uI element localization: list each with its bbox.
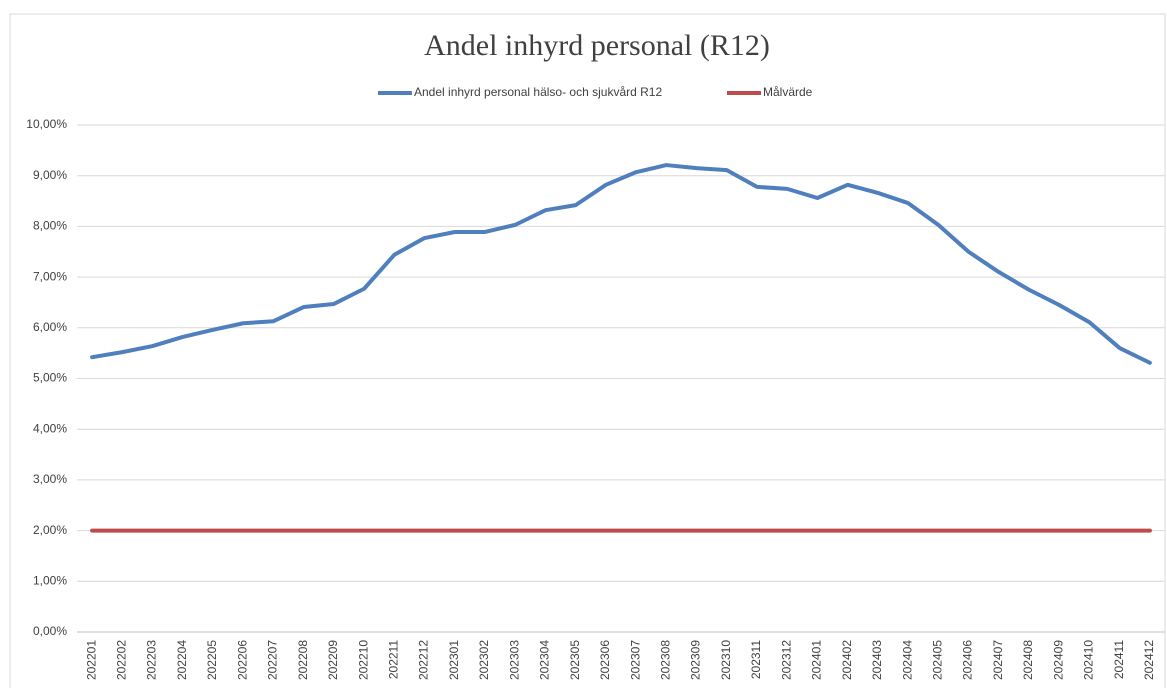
- x-tick-label: 202310: [719, 640, 733, 680]
- y-tick-label: 1,00%: [33, 573, 67, 587]
- x-tick-label: 202203: [145, 640, 159, 680]
- y-tick-label: 0,00%: [33, 624, 67, 638]
- y-tick-label: 4,00%: [33, 421, 67, 435]
- legend-label: Målvärde: [763, 85, 813, 99]
- x-tick-label: 202410: [1082, 640, 1096, 680]
- x-tick-label: 202303: [507, 640, 521, 680]
- x-tick-label: 202210: [356, 640, 370, 680]
- x-tick-label: 202406: [961, 640, 975, 680]
- x-tick-label: 202212: [417, 640, 431, 680]
- x-tick-label: 202211: [387, 640, 401, 679]
- chart-title: Andel inhyrd personal (R12): [424, 29, 770, 62]
- x-tick-label: 202312: [779, 640, 793, 680]
- y-tick-label: 5,00%: [33, 371, 67, 385]
- x-tick-label: 202311: [749, 640, 763, 679]
- y-tick-label: 6,00%: [33, 320, 67, 334]
- x-tick-label: 202302: [477, 640, 491, 680]
- x-tick-label: 202209: [326, 640, 340, 680]
- y-tick-label: 7,00%: [33, 269, 67, 283]
- x-tick-label: 202304: [538, 640, 552, 680]
- x-tick-label: 202201: [84, 640, 98, 680]
- data-line: [90, 163, 1152, 365]
- y-tick-label: 9,00%: [33, 168, 67, 182]
- x-tick-label: 202411: [1112, 640, 1126, 679]
- x-tick-label: 202405: [931, 640, 945, 680]
- y-tick-label: 3,00%: [33, 472, 67, 486]
- x-tick-label: 202409: [1051, 640, 1065, 680]
- y-tick-label: 2,00%: [33, 523, 67, 537]
- x-tick-label: 202207: [266, 640, 280, 680]
- x-tick-label: 202208: [296, 640, 310, 680]
- x-tick-label: 202401: [810, 640, 824, 680]
- x-tick-label: 202204: [175, 640, 189, 680]
- y-tick-label: 8,00%: [33, 219, 67, 233]
- x-tick-label: 202205: [205, 640, 219, 680]
- x-tick-label: 202412: [1142, 640, 1156, 680]
- x-tick-label: 202305: [568, 640, 582, 680]
- x-tick-label: 202301: [447, 640, 461, 680]
- y-tick-label: 10,00%: [26, 117, 67, 131]
- x-tick-label: 202206: [235, 640, 249, 680]
- x-tick-label: 202308: [659, 640, 673, 680]
- x-tick-label: 202402: [840, 640, 854, 680]
- x-tick-label: 202309: [689, 640, 703, 680]
- x-tick-label: 202407: [991, 640, 1005, 680]
- x-tick-label: 202306: [598, 640, 612, 680]
- chart-frame: [9, 13, 1166, 693]
- x-tick-label: 202307: [628, 640, 642, 680]
- x-tick-label: 202202: [115, 640, 129, 680]
- x-tick-label: 202404: [900, 640, 914, 680]
- x-tick-label: 202408: [1021, 640, 1035, 680]
- x-tick-label: 202403: [870, 640, 884, 680]
- legend-label: Andel inhyrd personal hälso- och sjukvår…: [414, 85, 662, 99]
